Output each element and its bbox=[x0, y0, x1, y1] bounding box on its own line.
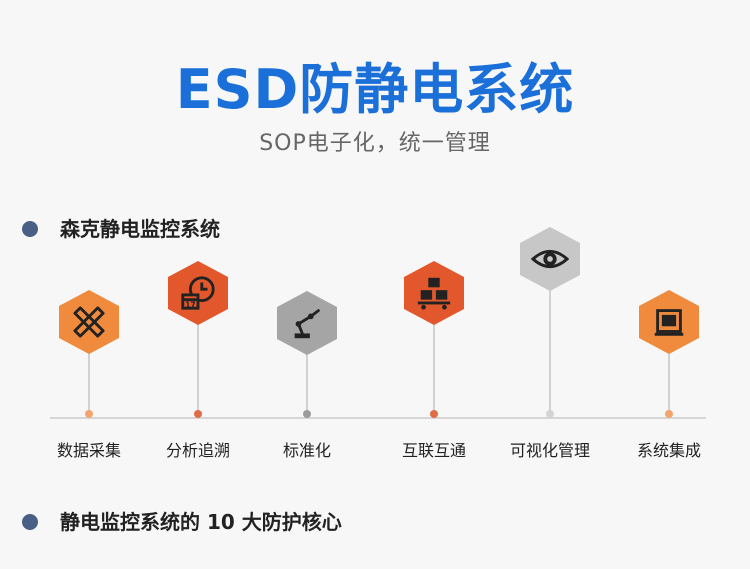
node-stem bbox=[197, 316, 199, 416]
bullet-dot bbox=[22, 514, 38, 530]
timeline-dot bbox=[665, 410, 673, 418]
feature-label: 标准化 bbox=[282, 441, 331, 460]
calendar-clock-icon: 17 bbox=[168, 261, 228, 325]
ruler-pencil-icon bbox=[59, 290, 119, 354]
feature-label: 互联互通 bbox=[401, 441, 466, 460]
timeline-dot bbox=[303, 410, 311, 418]
timeline-line bbox=[50, 417, 706, 419]
timeline-dot bbox=[85, 410, 93, 418]
page-subtitle: SOP电子化，统一管理 bbox=[259, 131, 491, 156]
section-heading-monitor-system: 森克静电监控系统 bbox=[22, 216, 220, 242]
robot-arm-icon bbox=[277, 291, 337, 355]
section-label: 静电监控系统的 10 大防护核心 bbox=[60, 510, 342, 534]
timeline-dot bbox=[194, 410, 202, 418]
node-stem bbox=[433, 316, 435, 416]
node-stem bbox=[668, 344, 670, 416]
bullet-dot bbox=[22, 221, 38, 237]
svg-text:17: 17 bbox=[185, 300, 196, 309]
eye-icon bbox=[520, 227, 580, 291]
section-heading-protection-core: 静电监控系统的 10 大防护核心 bbox=[22, 509, 342, 535]
section-label: 森克静电监控系统 bbox=[60, 217, 220, 241]
timeline-dot bbox=[546, 410, 554, 418]
boxes-cart-icon bbox=[404, 261, 464, 325]
node-stem bbox=[306, 346, 308, 416]
timeline-dot bbox=[430, 410, 438, 418]
feature-label: 系统集成 bbox=[636, 441, 701, 460]
feature-label: 数据采集 bbox=[56, 441, 121, 460]
node-stem bbox=[88, 340, 90, 416]
page-title: ESD防静电系统 bbox=[175, 58, 575, 121]
feature-label: 可视化管理 bbox=[509, 441, 590, 460]
monitor-frame-icon bbox=[639, 290, 699, 354]
feature-label: 分析追溯 bbox=[165, 441, 230, 460]
node-stem bbox=[549, 282, 551, 416]
